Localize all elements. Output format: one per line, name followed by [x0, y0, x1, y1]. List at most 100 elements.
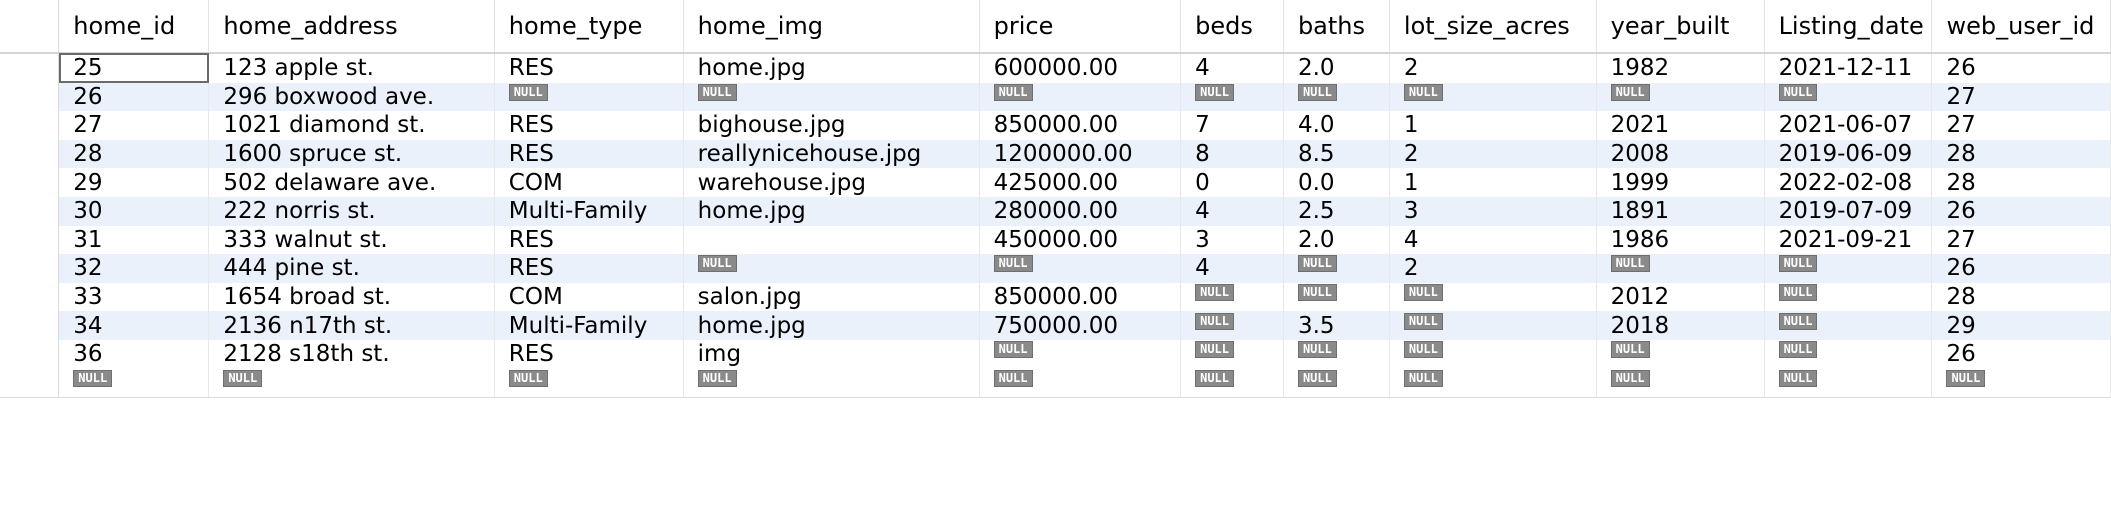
- table-cell[interactable]: 3: [1389, 196, 1597, 226]
- row-selector-header[interactable]: [0, 0, 60, 54]
- table-row[interactable]: 31 333 walnut st. RES 450000.00 3 2.0 4 1986 202…: [0, 225, 2111, 255]
- table-cell[interactable]: NULL: [1180, 368, 1284, 398]
- table-cell[interactable]: 26: [58, 82, 210, 112]
- table-cell[interactable]: 2021-06-07: [1764, 111, 1933, 140]
- table-cell[interactable]: NULL: [208, 368, 495, 398]
- table-cell[interactable]: 28: [1931, 282, 2111, 312]
- table-cell[interactable]: 1: [1389, 168, 1597, 197]
- table-cell[interactable]: 1600 spruce st.: [208, 139, 495, 169]
- column-header[interactable]: lot_size_acres: [1389, 0, 1597, 54]
- column-header[interactable]: year_built: [1596, 0, 1765, 54]
- table-cell[interactable]: NULL: [58, 368, 210, 398]
- table-cell[interactable]: 4: [1180, 53, 1284, 83]
- table-cell[interactable]: 8.5: [1283, 139, 1390, 169]
- row-selector[interactable]: [0, 82, 60, 112]
- table-cell[interactable]: img: [683, 339, 980, 369]
- table-cell[interactable]: NULL: [683, 82, 980, 112]
- table-cell[interactable]: 2021-12-11: [1764, 53, 1933, 83]
- table-cell[interactable]: 3: [1180, 225, 1284, 255]
- table-cell[interactable]: 27: [58, 111, 210, 140]
- column-header[interactable]: home_id: [58, 0, 210, 54]
- table-cell[interactable]: NULL: [1931, 368, 2111, 398]
- table-cell[interactable]: 27: [1931, 82, 2111, 112]
- table-cell[interactable]: bighouse.jpg: [683, 111, 980, 140]
- table-cell[interactable]: 2: [1389, 53, 1597, 83]
- table-cell[interactable]: 600000.00: [979, 53, 1182, 83]
- table-row[interactable]: 26 296 boxwood ave. NULL NULL NULL NULL NULL NU…: [0, 82, 2111, 112]
- table-cell[interactable]: RES: [494, 225, 684, 255]
- table-cell[interactable]: 1200000.00: [979, 139, 1182, 169]
- table-cell[interactable]: 0: [1180, 168, 1284, 197]
- row-selector[interactable]: [0, 196, 60, 226]
- table-cell[interactable]: RES: [494, 53, 684, 83]
- table-cell[interactable]: 2.0: [1283, 225, 1390, 255]
- table-cell[interactable]: NULL: [1283, 339, 1390, 369]
- table-cell[interactable]: NULL: [1283, 82, 1390, 112]
- table-cell[interactable]: 2022-02-08: [1764, 168, 1933, 197]
- table-cell[interactable]: 2.0: [1283, 53, 1390, 83]
- table-cell[interactable]: 27: [1931, 225, 2111, 255]
- row-selector[interactable]: [0, 111, 60, 140]
- table-cell[interactable]: NULL: [979, 339, 1182, 369]
- table-cell[interactable]: RES: [494, 139, 684, 169]
- table-cell[interactable]: NULL: [1596, 339, 1765, 369]
- row-selector[interactable]: [0, 168, 60, 197]
- row-selector[interactable]: [0, 139, 60, 169]
- row-selector[interactable]: [0, 53, 60, 83]
- table-cell[interactable]: NULL: [1596, 82, 1765, 112]
- table-cell[interactable]: 29: [1931, 311, 2111, 340]
- table-cell[interactable]: 28: [1931, 168, 2111, 197]
- table-cell[interactable]: 850000.00: [979, 111, 1182, 140]
- table-cell[interactable]: 2021-09-21: [1764, 225, 1933, 255]
- table-cell[interactable]: 29: [58, 168, 210, 197]
- table-cell[interactable]: 36: [58, 339, 210, 369]
- table-cell[interactable]: 222 norris st.: [208, 196, 495, 226]
- table-cell[interactable]: NULL: [683, 368, 980, 398]
- table-cell[interactable]: NULL: [1764, 368, 1933, 398]
- table-cell[interactable]: NULL: [1764, 311, 1933, 340]
- table-cell[interactable]: 1999: [1596, 168, 1765, 197]
- table-cell[interactable]: NULL: [1389, 339, 1597, 369]
- table-cell[interactable]: RES: [494, 111, 684, 140]
- table-cell[interactable]: home.jpg: [683, 196, 980, 226]
- table-cell[interactable]: NULL: [683, 254, 980, 283]
- table-row[interactable]: 25 123 apple st. RES home.jpg 600000.00 4 2.0 2…: [0, 53, 2111, 83]
- table-cell[interactable]: 26: [1931, 53, 2111, 83]
- table-cell[interactable]: NULL: [494, 82, 684, 112]
- column-header[interactable]: price: [979, 0, 1182, 54]
- table-cell[interactable]: Multi-Family: [494, 311, 684, 340]
- table-cell[interactable]: 31: [58, 225, 210, 255]
- table-cell[interactable]: 750000.00: [979, 311, 1182, 340]
- table-cell[interactable]: 1891: [1596, 196, 1765, 226]
- table-cell[interactable]: 444 pine st.: [208, 254, 495, 283]
- table-row[interactable]: 28 1600 spruce st. RES reallynicehouse.jpg 1…: [0, 139, 2111, 169]
- row-selector[interactable]: [0, 254, 60, 283]
- table-cell[interactable]: 0.0: [1283, 168, 1390, 197]
- table-cell[interactable]: 2136 n17th st.: [208, 311, 495, 340]
- table-cell[interactable]: NULL: [1596, 254, 1765, 283]
- table-cell[interactable]: RES: [494, 254, 684, 283]
- table-cell[interactable]: 296 boxwood ave.: [208, 82, 495, 112]
- row-selector[interactable]: [0, 339, 60, 369]
- table-cell[interactable]: 2019-07-09: [1764, 196, 1933, 226]
- table-cell[interactable]: 1021 diamond st.: [208, 111, 495, 140]
- table-cell[interactable]: 28: [1931, 139, 2111, 169]
- table-cell[interactable]: warehouse.jpg: [683, 168, 980, 197]
- table-cell[interactable]: 28: [58, 139, 210, 169]
- table-cell[interactable]: 26: [1931, 339, 2111, 369]
- new-row[interactable]: NULL NULL NULL NULL NULL NULL NULL NULL NULL NULL…: [0, 368, 2111, 398]
- column-header[interactable]: web_user_id: [1931, 0, 2111, 54]
- table-cell[interactable]: COM: [494, 282, 684, 312]
- table-cell[interactable]: 2: [1389, 139, 1597, 169]
- table-cell[interactable]: NULL: [1764, 339, 1933, 369]
- table-cell[interactable]: 4.0: [1283, 111, 1390, 140]
- table-cell[interactable]: home.jpg: [683, 53, 980, 83]
- column-header[interactable]: home_img: [683, 0, 980, 54]
- table-cell[interactable]: 26: [1931, 196, 2111, 226]
- table-cell[interactable]: 2019-06-09: [1764, 139, 1933, 169]
- table-cell[interactable]: [683, 225, 980, 255]
- table-cell[interactable]: NULL: [1180, 339, 1284, 369]
- column-header[interactable]: baths: [1283, 0, 1390, 54]
- table-cell[interactable]: 7: [1180, 111, 1284, 140]
